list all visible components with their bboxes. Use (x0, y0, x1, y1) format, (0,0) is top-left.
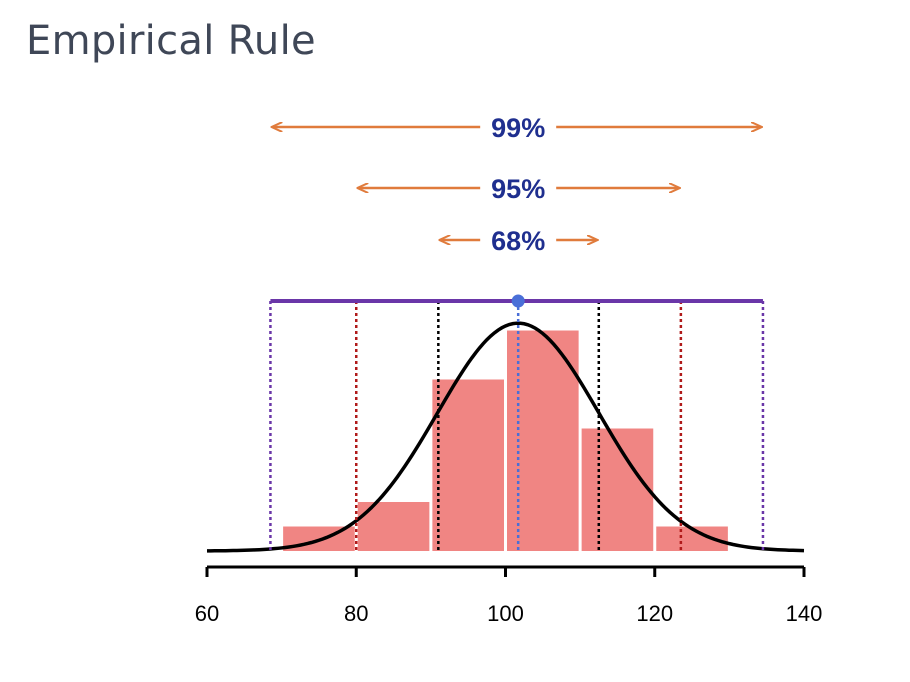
interval-arrows: 68% 95% 99% (272, 113, 761, 256)
normal-curve (206, 321, 805, 553)
x-tick-label-120: 120 (636, 601, 673, 626)
normal-curve-layer (206, 321, 805, 553)
page-title: Empirical Rule (26, 18, 316, 64)
x-tick-label-60: 60 (195, 601, 219, 626)
x-tick-label-80: 80 (344, 601, 368, 626)
histogram-bar-3 (432, 379, 504, 551)
histogram-bars (283, 330, 728, 551)
x-axis: 60 80 100 120 140 (195, 565, 823, 626)
histogram-bar-5 (581, 428, 654, 551)
mean-marker (511, 294, 525, 308)
interval-label-99: 99% (491, 113, 545, 143)
interval-lines (269, 294, 765, 551)
x-tick-label-100: 100 (487, 601, 524, 626)
interval-label-95: 95% (491, 174, 545, 204)
x-tick-label-140: 140 (786, 601, 823, 626)
interval-label-68: 68% (491, 226, 545, 256)
